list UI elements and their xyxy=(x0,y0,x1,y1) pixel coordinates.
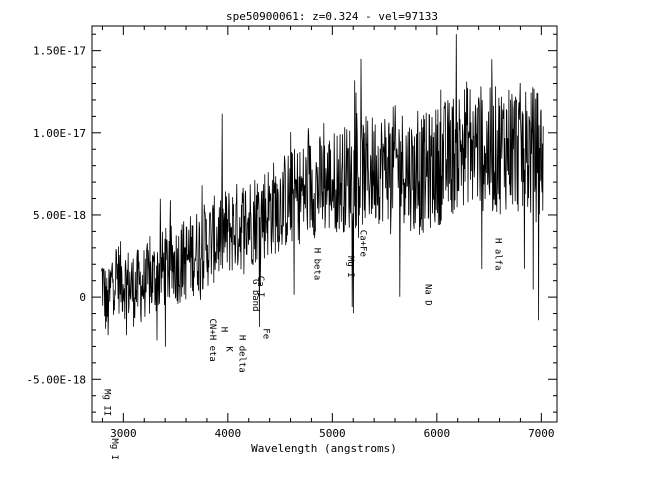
axis-ticks xyxy=(92,26,557,422)
x-tick-label: 5000 xyxy=(319,427,346,440)
spectral-line-label: H delta xyxy=(236,335,246,373)
spectral-line-label: CN+H eta xyxy=(207,319,217,362)
x-tick-label: 7000 xyxy=(528,427,555,440)
spectral-line-label: G band xyxy=(250,279,260,312)
x-tick-label: 4000 xyxy=(215,427,242,440)
spectrum-line xyxy=(101,34,544,347)
x-tick-label: 6000 xyxy=(424,427,451,440)
y-tick-label: -5.00E-18 xyxy=(26,373,86,386)
y-tick-label: 1.50E-17 xyxy=(33,45,86,58)
spectral-line-label: Ca+Fe xyxy=(358,230,368,257)
spectral-line-label: Ca I xyxy=(255,276,265,298)
spectral-line-label: Mg I xyxy=(109,438,119,460)
axis-tick-labels: 3000 4000 5000 6000 7000 -5.00E-18 0 5.00E-18 1.… xyxy=(26,45,554,440)
x-axis-label: Wavelength (angstroms) xyxy=(251,442,397,455)
spectral-line-label: H xyxy=(219,327,229,332)
spectral-line-label: Mg II xyxy=(102,389,112,416)
spectral-line-label: Na D xyxy=(422,284,432,306)
y-tick-label: 5.00E-18 xyxy=(33,209,86,222)
y-tick-label: 1.00E-17 xyxy=(33,127,86,140)
x-tick-label: 3000 xyxy=(110,427,137,440)
spectral-line-label: K xyxy=(223,346,233,352)
chart-title: spe50900061: z=0.324 - vel=97133 xyxy=(226,10,438,23)
plot-frame xyxy=(91,25,558,423)
spectral-line-label: H beta xyxy=(312,248,322,281)
y-tick-label: 0 xyxy=(79,291,86,304)
spectral-line-label: Mg I xyxy=(345,256,355,278)
spectral-line-label: H alfa xyxy=(492,238,502,271)
spectral-line-label: Fe xyxy=(260,328,270,339)
